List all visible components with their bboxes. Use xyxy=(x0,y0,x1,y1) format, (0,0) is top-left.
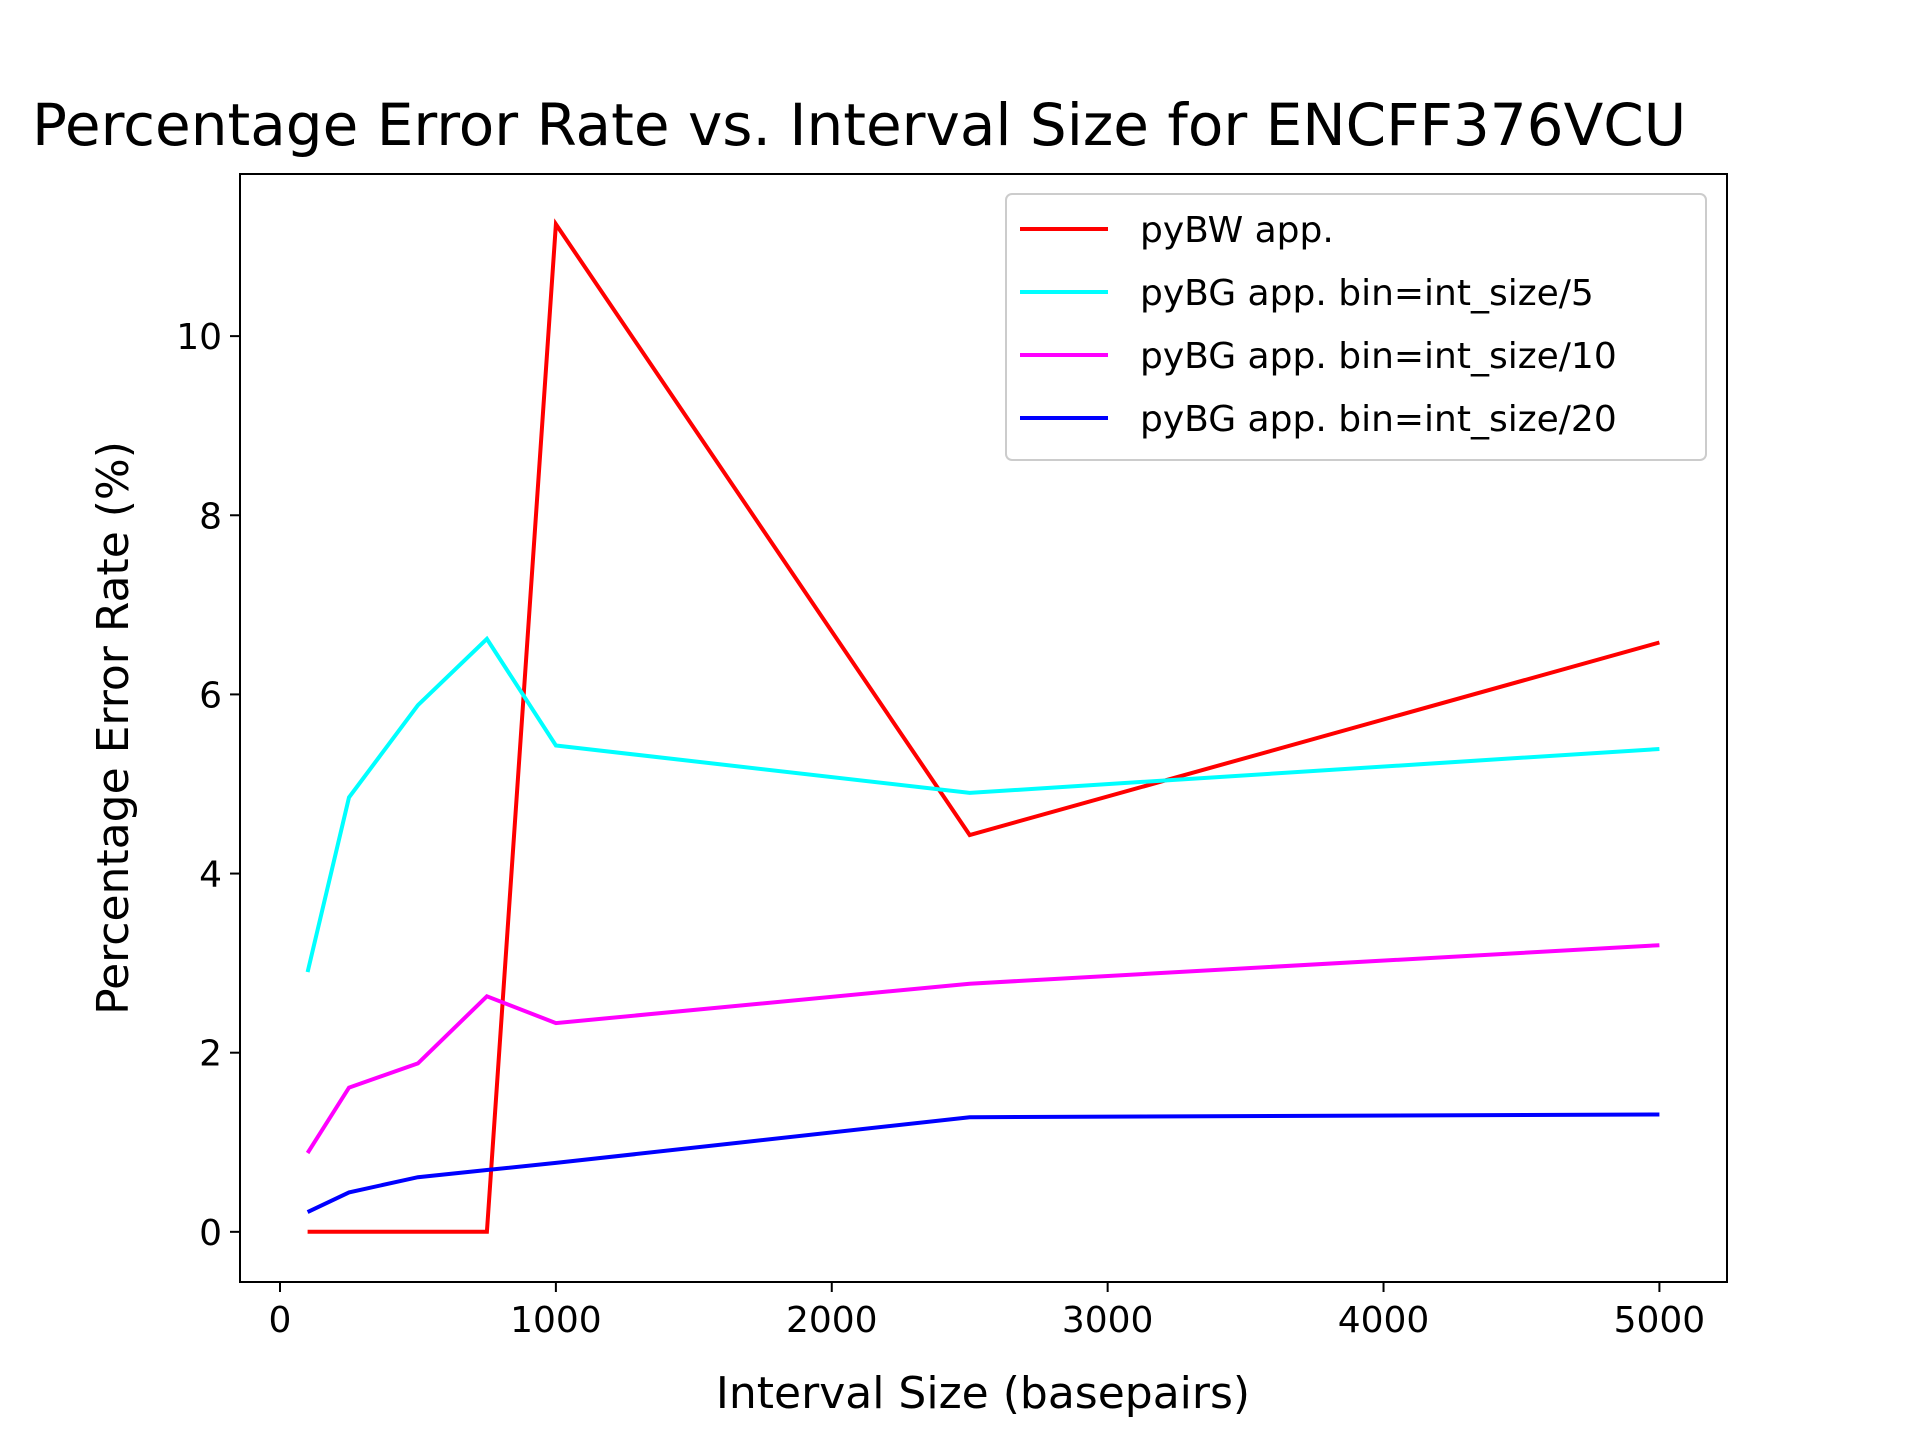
y-axis: 0 2 4 6 8 10 xyxy=(176,317,240,1254)
x-tick-label: 4000 xyxy=(1338,1300,1430,1341)
legend-label: pyBW app. xyxy=(1140,210,1334,251)
y-axis-label: Percentage Error Rate (%) xyxy=(88,441,139,1015)
y-tick-label: 6 xyxy=(199,675,222,716)
legend-label: pyBG app. bin=int_size/5 xyxy=(1140,273,1594,314)
x-tick-label: 5000 xyxy=(1614,1300,1706,1341)
legend: pyBW app. pyBG app. bin=int_size/5 pyBG ap… xyxy=(1005,193,1707,461)
y-tick-label: 10 xyxy=(176,317,222,358)
series-layer xyxy=(305,218,1660,1234)
legend-label: pyBG app. bin=int_size/10 xyxy=(1140,336,1617,377)
series-line-4 xyxy=(306,1112,1660,1214)
x-tick-label: 2000 xyxy=(786,1300,878,1341)
y-tick-label: 8 xyxy=(199,496,222,537)
x-axis: 0 1000 2000 3000 4000 5000 xyxy=(269,1282,1706,1341)
chart-title: Percentage Error Rate vs. Interval Size … xyxy=(32,91,1686,159)
series-line-1 xyxy=(307,218,1660,1234)
legend-box xyxy=(1005,193,1707,461)
y-tick-label: 0 xyxy=(199,1213,222,1254)
y-tick-label: 4 xyxy=(199,855,222,896)
series-line-3 xyxy=(305,943,1660,1155)
plot-area-frame xyxy=(239,173,1728,1283)
y-tick-label: 2 xyxy=(199,1034,222,1075)
x-axis-label: Interval Size (basepairs) xyxy=(716,1368,1250,1419)
x-tick-label: 1000 xyxy=(510,1300,602,1341)
x-tick-label: 0 xyxy=(269,1300,292,1341)
series-line-2 xyxy=(305,635,1660,973)
x-tick-label: 3000 xyxy=(1062,1300,1154,1341)
legend-label: pyBG app. bin=int_size/20 xyxy=(1140,399,1617,440)
